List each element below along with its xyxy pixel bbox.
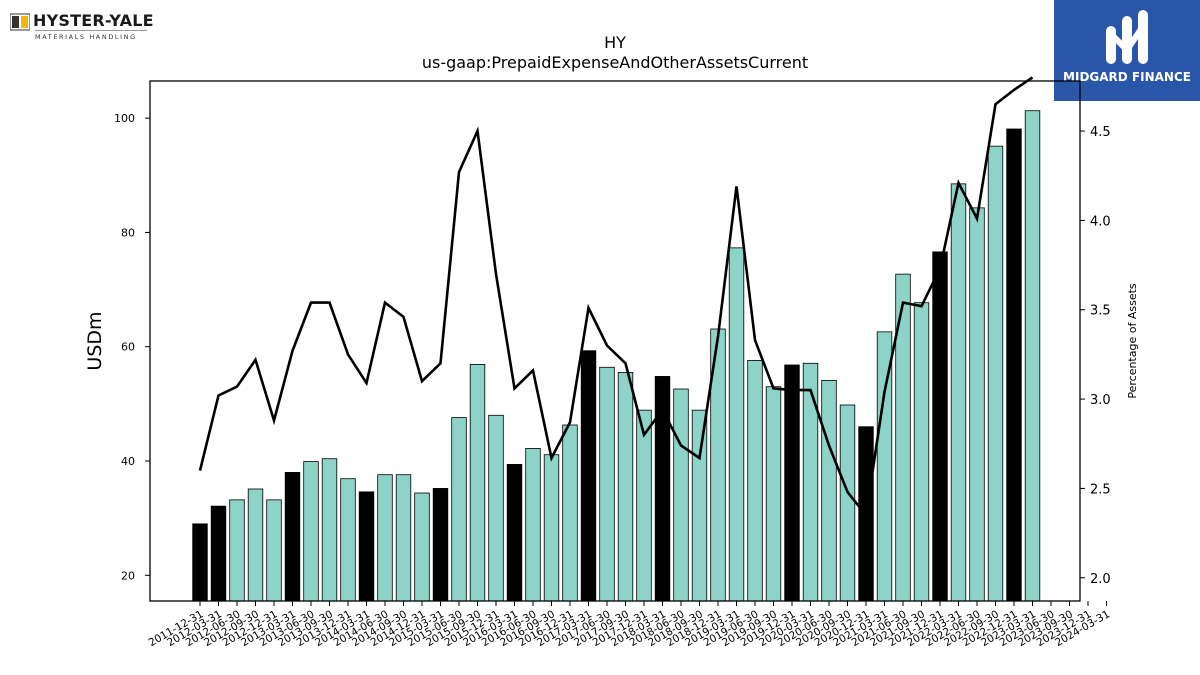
bar: [432, 488, 449, 602]
bar: [932, 251, 948, 602]
bar: [673, 388, 689, 602]
x-axis: 2011-12-312012-03-312012-06-302012-09-30…: [147, 601, 1112, 649]
hyster-yale-logo: HYSTER-YALE MATERIALS HANDLING: [8, 10, 158, 44]
midgard-m-icon: [1106, 10, 1148, 64]
bar: [636, 409, 652, 602]
midgard-brand-text: MIDGARD FINANCE: [1063, 70, 1191, 84]
bar: [802, 362, 819, 602]
y2-tick-label: 3.0: [1090, 393, 1111, 408]
y-axis-label: USDm: [84, 311, 106, 370]
bar: [266, 499, 282, 602]
bar: [839, 404, 856, 602]
y2-tick-label: 4.0: [1090, 214, 1111, 229]
bar: [728, 247, 745, 602]
bar: [599, 366, 615, 602]
logo-brand-text: HYSTER-YALE: [33, 11, 154, 30]
bar: [229, 499, 245, 602]
bar: [469, 364, 486, 602]
bar: [562, 424, 578, 602]
bar: [340, 478, 356, 602]
y2-axis-label: Percentage of Assets: [1126, 283, 1139, 399]
bar: [987, 145, 1004, 602]
y2-tick-label: 3.5: [1090, 304, 1111, 319]
bar: [1006, 128, 1022, 602]
y-tick-label: 60: [121, 341, 135, 354]
bar: [488, 414, 504, 602]
plot-frame: [149, 80, 1081, 602]
y-axis-right: 2.0 2.5 3.0 3.5 4.0 4.5: [1080, 125, 1111, 587]
bar: [506, 464, 523, 602]
chart-subtitle: us-gaap:PrepaidExpenseAndOtherAssetsCurr…: [422, 53, 808, 72]
bar: [303, 461, 319, 602]
bar: [395, 474, 412, 602]
y-tick-label: 100: [114, 112, 135, 125]
y2-tick-label: 2.5: [1090, 482, 1111, 497]
hy-logo-icon: [10, 13, 30, 31]
bar: [747, 360, 763, 602]
bar: [1024, 110, 1041, 602]
bar: [913, 302, 930, 602]
bar: [247, 488, 264, 602]
bar: [284, 472, 301, 602]
bar: [358, 491, 375, 602]
bar: [377, 474, 393, 602]
bar: [525, 448, 541, 602]
bar: [617, 372, 634, 602]
bar: [210, 505, 227, 602]
bar: [765, 386, 782, 602]
y-tick-label: 20: [121, 569, 135, 582]
logo-tagline: MATERIALS HANDLING: [35, 33, 137, 41]
y-axis-left: 20 40 60 80 100: [114, 112, 150, 582]
midgard-finance-logo: MIDGARD FINANCE: [1054, 0, 1200, 101]
chart-title: HY: [604, 33, 626, 52]
bar: [192, 523, 208, 602]
bar: [543, 454, 560, 602]
bar: [784, 364, 800, 602]
percentage-line: [198, 76, 1034, 519]
bar: [950, 183, 967, 602]
y2-tick-label: 2.0: [1090, 572, 1111, 587]
bar: [580, 350, 597, 602]
bar: [414, 492, 430, 602]
bar: [691, 409, 708, 602]
bar: [321, 458, 338, 602]
y2-tick-label: 4.5: [1090, 125, 1111, 140]
bar: [451, 417, 467, 602]
bar: [969, 207, 985, 602]
bar-series: [192, 110, 1041, 602]
logo-divider: [35, 30, 147, 31]
y-tick-label: 40: [121, 455, 135, 468]
y-tick-label: 80: [121, 226, 135, 239]
bar: [821, 380, 837, 602]
